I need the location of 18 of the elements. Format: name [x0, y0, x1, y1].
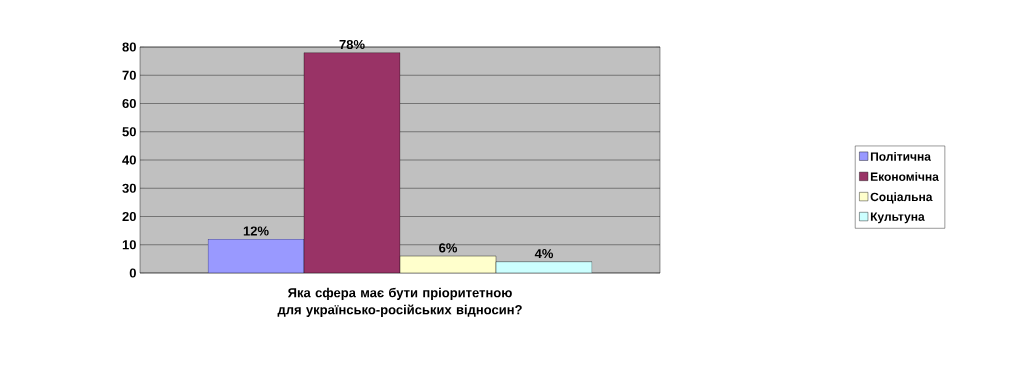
x-axis-title: Яка сфера має бути пріоритетною для українсько-російських відносин?: [277, 287, 522, 317]
data-label: 78%: [339, 39, 365, 50]
data-label: 4%: [534, 249, 554, 259]
legend-label: Економічна: [870, 172, 939, 181]
legend-label: Соціальна: [870, 192, 933, 204]
y-tick-label: 20: [122, 211, 136, 222]
y-tick-label: 60: [122, 98, 136, 109]
data-label: 12%: [243, 226, 269, 236]
y-tick-label: 80: [122, 42, 136, 52]
y-tick-label: 50: [122, 127, 136, 137]
data-label: 6%: [439, 243, 458, 253]
y-tick-label: 40: [122, 155, 136, 165]
y-tick-label: 70: [122, 70, 136, 80]
legend-label: Культуна: [870, 212, 925, 224]
y-tick-label: 10: [122, 240, 136, 250]
y-tick-label: 0: [129, 268, 136, 278]
legend-label: Політична: [870, 151, 932, 161]
y-tick-label: 30: [122, 183, 136, 193]
